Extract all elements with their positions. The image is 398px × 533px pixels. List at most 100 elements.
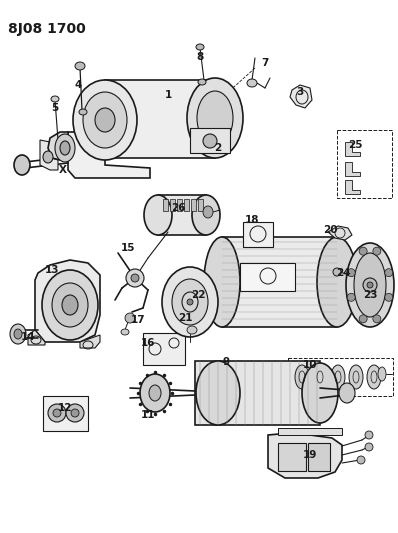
Ellipse shape: [73, 80, 137, 160]
Text: 9: 9: [222, 357, 230, 367]
Text: 16: 16: [141, 338, 155, 348]
Polygon shape: [328, 226, 352, 240]
Bar: [184, 199, 189, 211]
Ellipse shape: [14, 155, 30, 175]
Polygon shape: [48, 132, 68, 160]
Ellipse shape: [14, 329, 22, 339]
Ellipse shape: [62, 295, 78, 315]
Ellipse shape: [333, 268, 341, 276]
Text: 21: 21: [178, 313, 192, 323]
Polygon shape: [345, 162, 360, 176]
Ellipse shape: [198, 79, 206, 85]
Ellipse shape: [365, 443, 373, 451]
Bar: [143, 333, 185, 365]
Bar: [243, 222, 273, 247]
Ellipse shape: [365, 431, 373, 439]
Ellipse shape: [196, 44, 204, 50]
Ellipse shape: [43, 151, 53, 163]
Ellipse shape: [373, 315, 381, 323]
Bar: [163, 199, 168, 211]
Text: 25: 25: [348, 140, 362, 150]
Ellipse shape: [83, 92, 127, 148]
Text: 7: 7: [261, 58, 269, 68]
Ellipse shape: [302, 363, 338, 423]
Ellipse shape: [247, 79, 257, 87]
Bar: [170, 199, 175, 211]
Ellipse shape: [95, 108, 115, 132]
Text: 11: 11: [141, 410, 155, 420]
Ellipse shape: [197, 91, 233, 145]
Ellipse shape: [42, 270, 98, 340]
Ellipse shape: [172, 279, 208, 325]
Ellipse shape: [339, 383, 355, 403]
Ellipse shape: [203, 206, 213, 218]
Ellipse shape: [359, 247, 367, 255]
Ellipse shape: [10, 324, 26, 344]
Ellipse shape: [55, 134, 75, 162]
Text: 12: 12: [58, 403, 72, 413]
Text: 3: 3: [297, 87, 304, 97]
Polygon shape: [35, 260, 100, 342]
Ellipse shape: [373, 247, 381, 255]
Ellipse shape: [51, 96, 59, 102]
Ellipse shape: [363, 278, 377, 292]
Ellipse shape: [367, 282, 373, 288]
Ellipse shape: [354, 253, 386, 317]
Ellipse shape: [331, 365, 345, 389]
Ellipse shape: [357, 456, 365, 464]
Text: 5: 5: [51, 103, 59, 113]
Ellipse shape: [385, 269, 393, 277]
Text: 23: 23: [363, 290, 377, 300]
Text: 17: 17: [131, 315, 145, 325]
Ellipse shape: [349, 365, 363, 389]
Ellipse shape: [295, 365, 309, 389]
Ellipse shape: [149, 385, 161, 401]
Text: 10: 10: [303, 360, 317, 370]
Text: X: X: [59, 165, 67, 175]
Polygon shape: [268, 433, 342, 478]
Polygon shape: [345, 142, 360, 156]
Ellipse shape: [121, 329, 129, 335]
Text: 26: 26: [171, 203, 185, 213]
Polygon shape: [28, 330, 45, 345]
Text: 20: 20: [323, 225, 337, 235]
Ellipse shape: [53, 409, 61, 417]
Bar: [191, 199, 196, 211]
Ellipse shape: [187, 299, 193, 305]
Ellipse shape: [162, 267, 218, 337]
Ellipse shape: [313, 365, 327, 389]
Text: 4: 4: [74, 80, 82, 90]
Polygon shape: [278, 428, 342, 435]
Ellipse shape: [131, 274, 139, 282]
Ellipse shape: [79, 109, 87, 115]
Polygon shape: [290, 85, 312, 108]
Text: 15: 15: [121, 243, 135, 253]
Bar: [198, 199, 203, 211]
Ellipse shape: [144, 195, 172, 235]
Ellipse shape: [203, 134, 217, 148]
Text: 24: 24: [336, 268, 350, 278]
Ellipse shape: [196, 361, 240, 425]
Ellipse shape: [385, 293, 393, 301]
Ellipse shape: [378, 367, 386, 381]
Bar: [105, 80, 215, 158]
Bar: [43, 396, 88, 431]
Ellipse shape: [52, 283, 88, 327]
Bar: [278, 443, 306, 471]
Bar: [177, 199, 182, 211]
Text: 2: 2: [215, 143, 222, 153]
Text: 19: 19: [303, 450, 317, 460]
Bar: [195, 361, 320, 425]
Text: 1: 1: [164, 90, 172, 100]
Ellipse shape: [187, 326, 197, 334]
Ellipse shape: [359, 315, 367, 323]
Ellipse shape: [140, 374, 170, 412]
Ellipse shape: [48, 404, 66, 422]
Ellipse shape: [75, 62, 85, 70]
Bar: [190, 128, 230, 153]
Bar: [288, 358, 393, 396]
Ellipse shape: [367, 365, 381, 389]
Polygon shape: [40, 140, 58, 170]
Ellipse shape: [346, 243, 394, 327]
Bar: [308, 443, 330, 471]
